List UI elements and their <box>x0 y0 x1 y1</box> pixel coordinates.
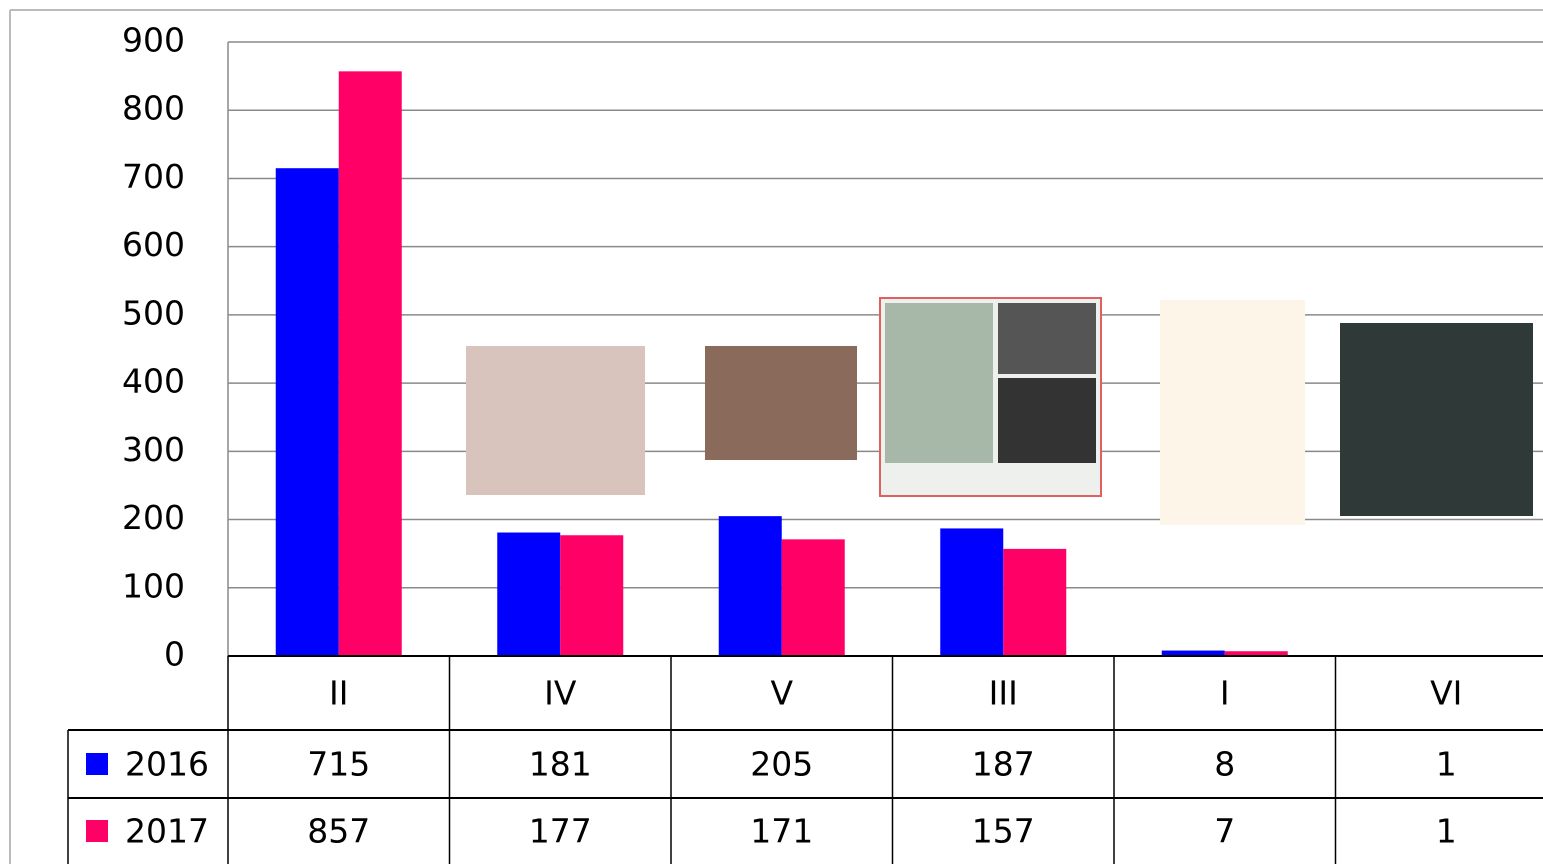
table-value: 7 <box>1214 812 1235 851</box>
y-tick-label: 200 <box>122 498 185 537</box>
x-tick-label: IV <box>544 674 577 713</box>
y-tick-label: 100 <box>122 566 185 605</box>
photo-skin <box>705 346 857 460</box>
x-tick-label: II <box>329 674 348 713</box>
x-tick-label: V <box>770 674 793 713</box>
y-tick-label: 700 <box>122 157 185 196</box>
bar <box>276 168 339 656</box>
photo-hands <box>466 346 645 495</box>
bar <box>497 533 560 656</box>
bar <box>1003 549 1066 656</box>
table-value: 8 <box>1214 745 1235 784</box>
photo-blackboard <box>1340 323 1533 516</box>
x-tick-label: I <box>1220 674 1230 713</box>
legend-label: 2016 <box>125 745 209 784</box>
y-tick-label: 0 <box>164 635 185 674</box>
table-value: 157 <box>972 812 1035 851</box>
table-value: 181 <box>529 745 592 784</box>
chart: 0100200300400500600700800900 II715857IV1… <box>0 0 1543 864</box>
legend-label: 2017 <box>125 812 209 851</box>
table-value: 177 <box>529 812 592 851</box>
cartoon-scientist <box>1160 300 1305 525</box>
y-tick-label: 400 <box>122 362 185 401</box>
x-tick-label: VI <box>1430 674 1462 713</box>
legend-swatch <box>86 753 108 775</box>
photo-xray-chest <box>998 303 1096 374</box>
photo-ct <box>998 378 1096 463</box>
table-value: 857 <box>307 812 370 851</box>
bar <box>940 528 1003 656</box>
bar <box>782 539 845 656</box>
y-tick-label: 300 <box>122 430 185 469</box>
x-tick-label: III <box>989 674 1018 713</box>
table-value: 1 <box>1436 812 1457 851</box>
y-tick-label: 600 <box>122 225 185 264</box>
table-value: 715 <box>307 745 370 784</box>
bar <box>719 516 782 656</box>
bar <box>560 535 623 656</box>
y-tick-label: 800 <box>122 89 185 128</box>
table-value: 205 <box>750 745 813 784</box>
photo-microscope <box>885 303 993 463</box>
y-tick-label: 500 <box>122 293 185 332</box>
table-value: 171 <box>750 812 813 851</box>
table-value: 1 <box>1436 745 1457 784</box>
bar <box>339 71 402 656</box>
y-tick-label: 900 <box>122 21 185 60</box>
legend-swatch <box>86 820 108 842</box>
table-value: 187 <box>972 745 1035 784</box>
